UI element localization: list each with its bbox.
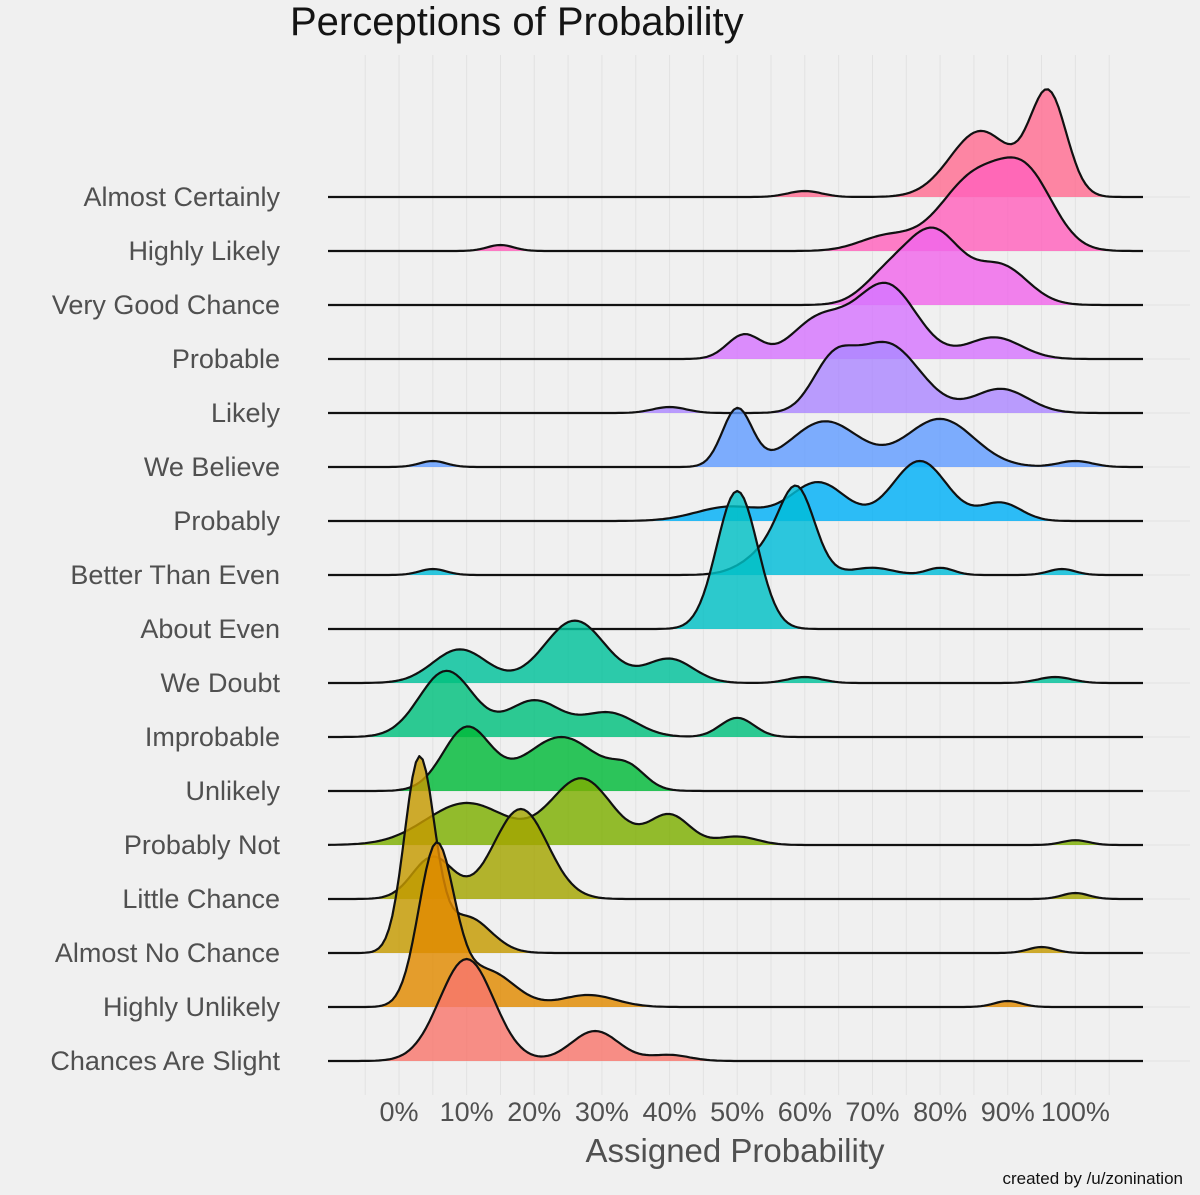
ridge-area bbox=[328, 282, 1143, 359]
ridge-outline bbox=[328, 156, 1143, 253]
ridge-area bbox=[328, 89, 1143, 197]
ridge-area bbox=[328, 341, 1143, 413]
y-axis-label: Highly Likely bbox=[128, 236, 280, 266]
ridge-outline bbox=[328, 725, 1143, 793]
ridge-outline bbox=[328, 406, 1143, 469]
ridge-almost-certainly bbox=[328, 88, 1143, 199]
ridge-almost-no-chance bbox=[328, 755, 1143, 955]
y-axis-label: Almost Certainly bbox=[83, 182, 280, 212]
ridge-area bbox=[328, 157, 1143, 251]
x-tick-label: 80% bbox=[913, 1097, 967, 1127]
y-axis-label: We Believe bbox=[144, 452, 280, 482]
y-axis-label: Unlikely bbox=[185, 776, 280, 806]
y-axis-label: Very Good Chance bbox=[52, 290, 280, 320]
y-axis-label: Likely bbox=[211, 398, 281, 428]
x-tick-label: 0% bbox=[380, 1097, 419, 1127]
ridge-outline bbox=[328, 807, 1143, 901]
x-axis-title: Assigned Probability bbox=[586, 1132, 885, 1169]
x-tick-label: 100% bbox=[1041, 1097, 1110, 1127]
y-axis-label: Highly Unlikely bbox=[103, 992, 281, 1022]
x-tick-label: 30% bbox=[575, 1097, 629, 1127]
ridge-outline bbox=[328, 489, 1143, 631]
ridge-about-even bbox=[328, 489, 1143, 631]
ridge-improbable bbox=[328, 669, 1143, 739]
x-tick-label: 50% bbox=[710, 1097, 764, 1127]
ridge-highly-unlikely bbox=[328, 841, 1143, 1009]
ridge-very-good-chance bbox=[328, 226, 1143, 307]
ridge-outline bbox=[328, 619, 1143, 685]
ridge-outline bbox=[328, 88, 1143, 199]
ridge-outline bbox=[328, 669, 1143, 739]
ridge-probable bbox=[328, 281, 1143, 361]
ridge-highly-likely bbox=[328, 156, 1143, 253]
ridge-area bbox=[328, 670, 1143, 737]
ridge-area bbox=[328, 407, 1143, 467]
y-axis-label: Little Chance bbox=[122, 884, 280, 914]
ridge-outline bbox=[328, 755, 1143, 955]
ridge-chances-are-slight bbox=[328, 957, 1143, 1063]
y-axis-label: Probably Not bbox=[124, 830, 281, 860]
x-tick-label: 40% bbox=[643, 1097, 697, 1127]
x-tick-label: 60% bbox=[778, 1097, 832, 1127]
x-tick-label: 10% bbox=[440, 1097, 494, 1127]
y-axis-label: Improbable bbox=[145, 722, 280, 752]
y-axis-label: About Even bbox=[140, 614, 280, 644]
ridge-area bbox=[328, 227, 1143, 305]
y-axis-label: Chances Are Slight bbox=[50, 1046, 280, 1076]
x-tick-label: 90% bbox=[981, 1097, 1035, 1127]
ridge-we-doubt bbox=[328, 619, 1143, 685]
x-tick-label: 20% bbox=[507, 1097, 561, 1127]
y-axis-labels: Almost Certainly Highly Likely Very Good C… bbox=[50, 182, 280, 1076]
y-axis-label: We Doubt bbox=[160, 668, 280, 698]
ridge-area bbox=[328, 842, 1143, 1007]
ridge-area bbox=[328, 809, 1143, 899]
ridge-outline bbox=[328, 841, 1143, 1009]
y-axis-label: Probably bbox=[173, 506, 280, 536]
y-axis-label: Better Than Even bbox=[70, 560, 280, 590]
ridge-we-believe bbox=[328, 406, 1143, 469]
ridge-outline bbox=[328, 957, 1143, 1063]
ridge-little-chance bbox=[328, 807, 1143, 901]
ridge-area bbox=[328, 726, 1143, 791]
x-axis-ticks: 0% 10% 20% 30% 40% 50% 60% 70% 80% 90% 100% bbox=[380, 1097, 1110, 1127]
credit-text: created by /u/zonination bbox=[1002, 1169, 1183, 1188]
chart-title: Perceptions of Probability bbox=[290, 0, 744, 44]
ridges bbox=[327, 88, 1143, 1063]
ridge-outline bbox=[328, 226, 1143, 307]
ridge-unlikely bbox=[328, 725, 1143, 793]
ridge-area bbox=[328, 491, 1143, 629]
ridge-outline bbox=[328, 281, 1143, 361]
ridge-outline bbox=[327, 777, 1143, 847]
y-axis-label: Almost No Chance bbox=[55, 938, 280, 968]
ridge-area bbox=[328, 620, 1143, 683]
x-tick-label: 70% bbox=[845, 1097, 899, 1127]
y-axis-label: Probable bbox=[172, 344, 280, 374]
ridge-area bbox=[328, 756, 1143, 953]
